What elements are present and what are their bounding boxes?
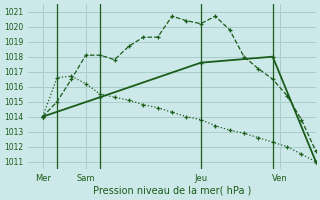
X-axis label: Pression niveau de la mer( hPa ): Pression niveau de la mer( hPa ): [93, 186, 251, 196]
